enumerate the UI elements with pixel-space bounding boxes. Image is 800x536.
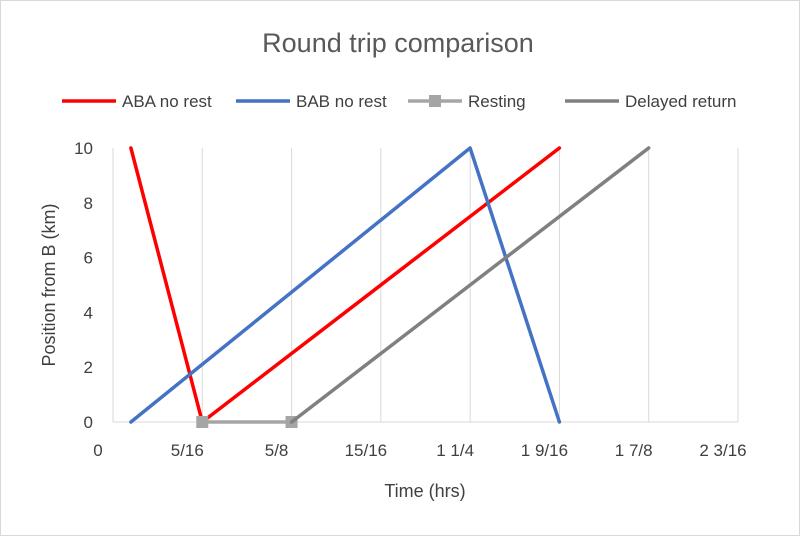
legend: ABA no rest BAB no rest Resting Delayed ret… — [62, 92, 737, 111]
y-tick-label-4: 8 — [84, 194, 93, 213]
y-tick-label-3: 6 — [84, 249, 93, 268]
y-tick-label-0: 0 — [84, 413, 93, 432]
y-tick-label-1: 2 — [84, 358, 93, 377]
x-axis-title: Time (hrs) — [384, 481, 465, 501]
x-tick-label-0: 0 — [93, 441, 102, 460]
legend-label-bab-no-rest: BAB no rest — [296, 92, 387, 111]
x-tick-label-3: 15/16 — [345, 441, 388, 460]
x-axis-ticks: 0 5/16 5/8 15/16 1 1/4 1 9/16 1 7/8 2 3/16 — [93, 441, 746, 460]
series-line-bab-no-rest — [129, 146, 562, 424]
legend-label-delayed-return: Delayed return — [625, 92, 737, 111]
series-line-delayed-return — [289, 146, 651, 424]
x-tick-label-2: 5/8 — [265, 441, 289, 460]
x-tick-label-4: 1 1/4 — [436, 441, 474, 460]
x-tick-label-1: 5/16 — [171, 441, 204, 460]
y-axis-ticks: 0 2 4 6 8 10 — [74, 139, 93, 432]
y-tick-label-2: 4 — [84, 303, 93, 322]
series-layer — [129, 146, 651, 428]
x-tick-label-7: 2 3/16 — [699, 441, 746, 460]
grid-lines — [112, 148, 739, 423]
legend-marker-resting — [429, 95, 441, 107]
chart-title: Round trip comparison — [262, 28, 534, 58]
x-tick-label-5: 1 9/16 — [521, 441, 568, 460]
resting-marker-0 — [196, 416, 209, 428]
y-tick-label-5: 10 — [74, 139, 93, 158]
legend-label-resting: Resting — [468, 92, 526, 111]
x-tick-label-6: 1 7/8 — [615, 441, 653, 460]
y-axis-title: Position from B (km) — [39, 203, 59, 366]
legend-label-aba-no-rest: ABA no rest — [122, 92, 212, 111]
